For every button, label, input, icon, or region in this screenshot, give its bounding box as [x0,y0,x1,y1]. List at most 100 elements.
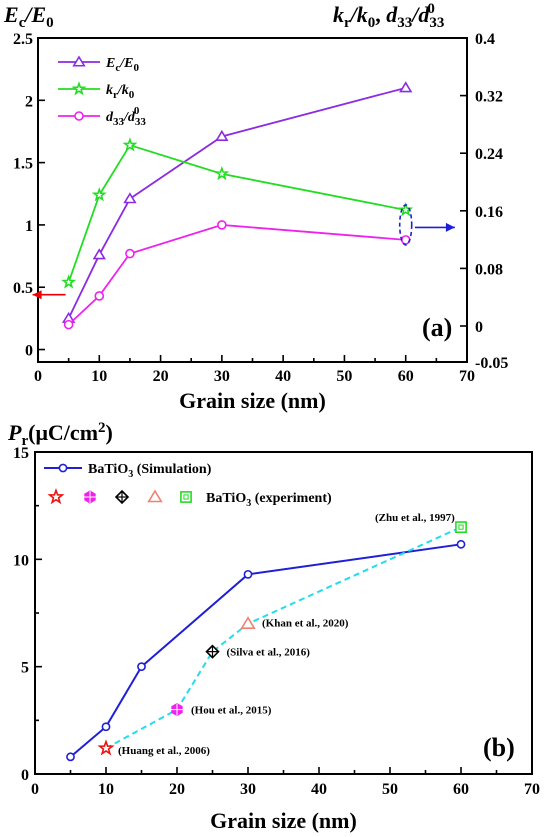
panel-label-a: (a) [422,313,452,342]
experiment-point [205,644,220,659]
x-tick-label-b: 60 [453,781,469,798]
y-right-tick-label-a: 0.24 [475,146,503,163]
data-point-a-2 [125,248,135,259]
y-tick-label-b: 15 [13,445,29,462]
legend-marker-a-shape [74,111,84,121]
y-left-tick-label-a: 2.5 [13,31,33,48]
experiment-annotation: (Khan et al., 2020) [262,618,349,630]
y-left-tick-label-a: 0.5 [13,280,33,297]
x-tick-label-b: 50 [382,781,398,798]
data-point-a-2-shape [217,220,227,230]
x-tick-label-a: 20 [153,368,169,385]
data-point-a-2 [94,291,105,301]
y-right-axis-title: kr/k0, d33/d330 [333,1,444,31]
legend-label-a-2: d33/d330 [106,105,146,128]
simulation-point-shape [137,662,146,672]
legend-marker-experiment-inner [183,494,189,500]
x-axis-title-a: Grain size (nm) [179,388,326,413]
y-left-tick-label-a: 1 [25,218,33,235]
data-point-a-2-shape [94,291,105,301]
simulation-point-shape [456,539,466,549]
simulation-point [101,722,111,732]
x-tick-label-b: 0 [31,781,39,798]
y-left-tick-label-a: 0 [25,343,33,360]
y-left-tick-label-a: 2 [25,93,33,110]
simulation-point [137,662,146,672]
legend-label-simulation: BaTiO3 (Simulation) [88,462,212,480]
legend-marker-experiment [147,489,163,503]
y-axis-title-b: Pr(μC/cm2) [7,420,113,449]
x-axis-title-b: Grain size (nm) [210,808,357,833]
data-point-a-0 [92,248,106,260]
legend-marker-a [74,111,84,121]
series-line-a-1 [67,144,406,283]
simulation-point [243,569,253,579]
legend-marker-experiment-shape [180,491,192,503]
legend-marker-experiment-shape [47,488,65,505]
data-point-a-1-shape [91,187,107,202]
data-point-a-1 [91,187,107,202]
experiment-point [240,616,256,630]
x-tick-label-a: 50 [336,368,352,385]
data-point-a-1-shape [214,165,230,181]
experiment-point [171,703,183,717]
data-point-a-2-shape [125,248,135,259]
right-axis-arrow [414,222,455,232]
data-point-a-1-shape [61,274,77,289]
chart-panel-a: 0 10 20 30 40 50 60 70 0 0.5 1 1.5 2 2.5 -0.05 0 0.08 0.1… [3,1,508,413]
data-point-a-0-shape [123,192,137,204]
experiment-point [97,739,115,756]
x-tick-label-b: 40 [311,781,327,798]
simulation-point [456,539,466,549]
x-tick-label-b: 70 [524,781,540,798]
legend-marker-experiment [84,490,96,504]
y-right-tick-label-a: 0.16 [475,204,503,221]
legend-label-a-0: Ec/E0 [105,56,139,74]
series-line-a-2 [68,224,406,326]
legend-marker-experiment [180,491,192,503]
y-right-tick-label-a: 0.32 [475,89,503,106]
y-left-axis-title: Ec/E0 [3,2,54,31]
x-tick-label-b: 10 [98,781,114,798]
experiment-point-shape [240,616,256,630]
experiment-annotation: (Zhu et al., 1997) [375,512,455,524]
data-point-a-0-shape [92,248,106,260]
experiment-point-shape [455,521,467,534]
legend-label-experiment: BaTiO3 (experiment) [206,491,332,509]
legend-marker-a [71,81,87,96]
x-tick-label-a: 10 [91,368,107,385]
panel-label-b: (b) [483,733,515,762]
right-axis-arrow-head [445,222,455,232]
left-axis-arrow [32,290,66,300]
x-tick-label-a: 0 [34,368,42,385]
legend-marker-b-shape [58,463,68,473]
x-tick-label-a: 70 [459,368,475,385]
data-point-a-2 [63,319,74,330]
simulation-point-shape [243,569,253,579]
simulation-point [66,752,75,762]
x-tick-label-b: 30 [240,781,256,798]
data-point-a-2 [217,220,227,230]
legend-marker-experiment-shape [147,489,163,503]
x-tick-label-b: 20 [169,781,185,798]
legend-label-a-1: kr/k0 [106,83,135,101]
left-axis-arrow-head [32,290,42,300]
experiment-point-shape [97,739,115,756]
data-point-a-1 [61,274,77,289]
legend-marker-experiment [47,488,65,505]
y-left-tick-label-a: 1.5 [13,156,33,173]
experiment-annotation: (Silva et al., 2016) [227,647,311,659]
data-point-a-0 [123,192,137,204]
x-tick-label-a: 30 [214,368,230,385]
legend-marker-b [58,463,68,473]
data-point-a-0 [399,81,413,93]
simulation-point-shape [101,722,111,732]
experiment-point [455,521,467,534]
data-point-a-2-shape [63,319,74,330]
x-tick-label-a: 40 [275,368,291,385]
data-point-a-1-shape [122,137,138,152]
y-right-tick-label-a: -0.05 [475,355,508,372]
y-tick-label-b: 5 [21,660,29,677]
legend-marker-a-shape [71,81,87,96]
